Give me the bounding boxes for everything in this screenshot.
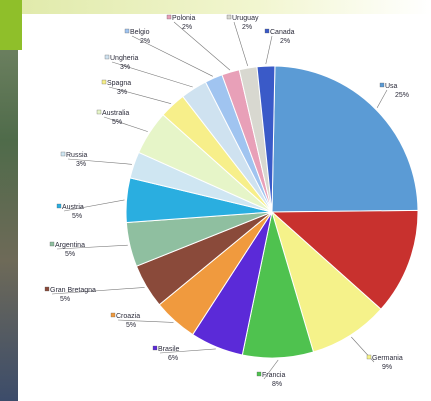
slice-label: Canada <box>270 29 295 36</box>
slice-value-label: 5% <box>65 251 75 258</box>
legend-key-icon <box>60 151 66 157</box>
slice-value-label: 5% <box>60 296 70 303</box>
slice-value-label: 8% <box>272 381 282 388</box>
slice-value-label: 3% <box>76 161 86 168</box>
leader-line <box>51 287 145 295</box>
leader-line <box>265 35 273 65</box>
leader-line <box>376 89 388 108</box>
slice-label: Usa <box>385 83 398 90</box>
leader-line <box>103 116 148 132</box>
slice-label: Ungheria <box>110 55 139 62</box>
slice-value-label: 9% <box>382 364 392 371</box>
slice-value-label: 5% <box>112 119 122 126</box>
slice-value-label: 5% <box>126 322 136 329</box>
legend-key-icon <box>101 79 107 85</box>
legend-key-icon <box>379 82 385 88</box>
leader-line <box>173 21 231 71</box>
slice-value-label: 6% <box>168 355 178 362</box>
slice-label: Germania <box>372 355 403 362</box>
slice-label: Australia <box>102 110 129 117</box>
slice-label: Brasile <box>158 346 180 353</box>
leader-line <box>131 35 213 77</box>
slice-value-label: 2% <box>182 24 192 31</box>
leader-line <box>56 244 128 250</box>
slice-label: Francia <box>262 372 285 379</box>
slice-value-label: 3% <box>120 64 130 71</box>
pie-slice-usa <box>271 65 419 213</box>
legend-key-icon <box>104 54 110 60</box>
legend-key-icon <box>44 286 50 292</box>
legend-key-icon <box>49 241 55 247</box>
slice-value-label: 2% <box>242 24 252 31</box>
legend-key-icon <box>366 354 372 360</box>
legend-key-icon <box>152 345 158 351</box>
leader-line <box>67 158 132 165</box>
legend-key-icon <box>96 109 102 115</box>
slice-label: Russia <box>66 152 88 159</box>
slice-label: Croazia <box>116 313 140 320</box>
background-top-strip <box>0 0 431 14</box>
background-green-block <box>0 0 22 50</box>
leader-line <box>159 348 216 354</box>
legend-key-icon <box>124 28 130 34</box>
slice-label: Belgio <box>130 29 150 36</box>
legend-key-icon <box>166 14 172 20</box>
legend-key-icon <box>256 371 262 377</box>
pie-slice-germania <box>271 210 382 353</box>
leader-line <box>111 61 193 88</box>
slice-label: Austria <box>62 204 84 211</box>
slice-value-label: 25% <box>395 92 409 99</box>
slice-label: Gran Bretagna <box>50 287 96 294</box>
pie-slice-unlabeled-red <box>270 209 419 310</box>
leader-line <box>263 359 279 380</box>
legend-key-icon <box>264 28 270 34</box>
leader-line <box>108 86 172 104</box>
slice-value-label: 2% <box>280 38 290 45</box>
leader-line <box>63 199 125 212</box>
pie-slice-canada <box>256 65 276 213</box>
leader-line <box>233 21 248 67</box>
slice-label: Spagna <box>107 80 131 87</box>
legend-key-icon <box>226 14 232 20</box>
slice-value-label: 5% <box>72 213 82 220</box>
slice-label: Argentina <box>55 242 85 249</box>
slice-value-label: 2% <box>140 38 150 45</box>
legend-key-icon <box>56 203 62 209</box>
leader-line <box>117 319 174 323</box>
background-left-strip <box>0 0 18 401</box>
slice-label: Polonia <box>172 15 195 22</box>
slice-value-label: 3% <box>117 89 127 96</box>
slice-label: Uruguay <box>232 15 259 22</box>
legend-key-icon <box>110 312 116 318</box>
